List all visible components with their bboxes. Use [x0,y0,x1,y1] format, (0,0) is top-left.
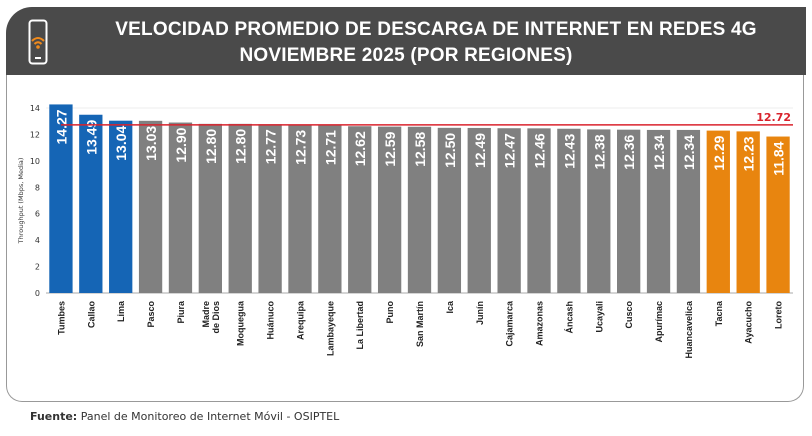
bar-value-label: 12.62 [352,131,368,166]
x-tick-label: Cajamarca [505,300,515,347]
x-tick-label: Moquegua [236,300,246,346]
bar [377,126,402,293]
x-tick-label: Huancavelica [684,300,694,359]
bar [736,131,760,293]
chart-panel: 0 2 4 6 8 10 12 14 Throughput (Mbps, Media) 14.27… [6,75,804,402]
bar-value-label: 12.80 [203,129,219,164]
x-tick-label: Tumbes [56,301,66,335]
y-tick-label: 6 [35,210,40,219]
bar [557,128,581,293]
bar-value-label: 12.50 [442,133,458,168]
bar [49,104,73,293]
chart-header: VELOCIDAD PROMEDIO DE DESCARGA DE INTERN… [6,7,806,75]
bar [437,127,462,293]
x-tick-label: Cusco [624,301,634,329]
bar-value-label: 12.73 [292,130,308,165]
bar [138,120,163,293]
bar-value-label: 12.59 [382,131,398,166]
bar [258,124,282,293]
bar [288,124,312,294]
bar [497,128,521,293]
bar-value-label: 12.47 [502,133,518,168]
y-tick-label: 2 [35,263,40,272]
bar-chart: 0 2 4 6 8 10 12 14 Throughput (Mbps, Media) 14.27… [17,104,793,359]
bar-value-label: 12.46 [532,133,548,168]
bar [198,123,222,293]
bar [228,123,252,293]
bar [766,136,790,293]
bar-value-label: 13.03 [143,126,159,161]
bar-value-label: 12.38 [591,134,607,169]
bar-value-label: 12.90 [173,127,189,162]
bar-value-label: 12.71 [322,130,338,165]
bar [527,128,551,293]
source-note: Fuente: Panel de Monitoreo de Internet M… [30,410,339,423]
x-tick-label: Huánuco [266,301,276,340]
x-tick-label: Arequipa [295,300,305,340]
bar-value-label: 12.77 [263,129,279,164]
x-tick-label: Ayacucho [744,301,754,344]
bar [79,114,103,293]
bar-value-label: 12.29 [711,135,727,170]
bar-value-label: 13.04 [113,125,129,160]
bar [646,129,671,293]
source-text: Panel de Monitoreo de Internet Móvil - O… [80,410,340,423]
x-tick-label: Junín [475,301,485,325]
x-tick-label: Áncash [564,301,574,334]
x-tick-label: Madre [201,301,211,328]
bar-value-label: 12.49 [472,133,488,168]
bar [587,129,611,293]
bar-value-label: 13.49 [83,120,99,155]
bar-value-label: 12.34 [651,135,667,170]
bar-value-label: 12.58 [412,132,428,167]
x-tick-label: Ucayali [594,301,604,333]
y-tick-label: 14 [30,104,40,113]
bar-value-label: 12.23 [741,136,757,171]
bar [676,129,701,293]
bar [706,130,730,293]
x-tick-label: de Dios [211,301,221,334]
x-tick-label: Apurímac [654,301,664,343]
average-label: 12.72 [756,111,791,124]
x-tick-label: Piura [176,300,186,324]
x-tick-label: Lambayeque [325,301,335,356]
y-tick-label: 4 [35,236,40,245]
x-tick-label: San Martín [415,301,425,347]
bar [617,129,641,293]
bar [467,127,491,293]
chart-title-line2: NOVIEMBRE 2025 (POR REGIONES) [239,45,573,66]
x-tick-label: Loreto [774,301,784,330]
x-tick-label: Callao [86,301,96,329]
y-tick-label: 12 [30,130,40,139]
bar [348,126,372,293]
y-tick-label: 0 [35,289,40,298]
x-tick-label: Tacna [714,300,724,326]
bar-value-label: 11.84 [771,141,787,175]
bar [318,125,342,293]
bar [407,126,432,293]
phone-wifi-icon [28,19,48,65]
y-tick-label: 10 [30,157,40,166]
x-tick-label: Amazonas [535,301,545,346]
x-tick-label: Pasco [146,301,156,328]
y-axis-label: Throughput (Mbps, Media) [17,158,25,245]
x-tick-label: Ica [445,300,455,314]
y-tick-label: 8 [35,183,40,192]
chart-title-line1: VELOCIDAD PROMEDIO DE DESCARGA DE INTERN… [115,19,757,40]
bar-value-label: 12.43 [561,134,577,169]
x-tick-label: Lima [116,300,126,322]
bar-value-label: 14.27 [53,109,69,144]
x-tick-label: Puno [385,301,395,324]
bar [109,120,133,293]
x-tick-label: La Libertad [355,301,365,350]
bar [168,122,193,294]
bar-value-label: 12.80 [233,129,249,164]
bar-value-label: 12.36 [621,134,637,169]
bar-value-label: 12.34 [681,135,697,170]
source-label: Fuente: [30,410,78,423]
